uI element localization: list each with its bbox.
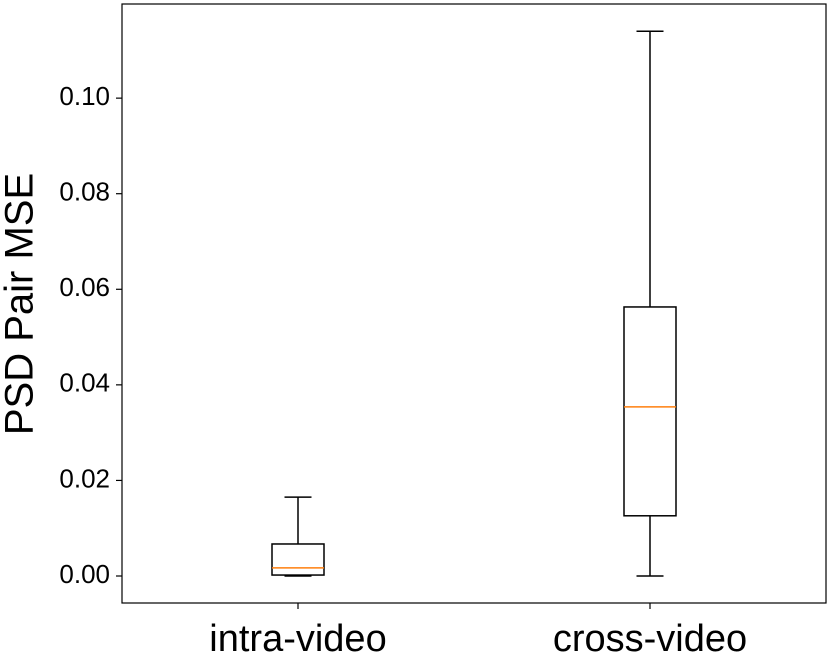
y-tick-label: 0.08 [59,177,110,207]
y-tick-label: 0.04 [59,368,110,398]
box [271,543,325,576]
box [623,306,677,517]
y-axis-label: PSD Pair MSE [0,173,42,435]
x-tick-label: intra-video [209,618,386,660]
x-tick-label: cross-video [553,618,747,660]
y-tick-label: 0.10 [59,81,110,111]
y-tick-label: 0.02 [59,463,110,493]
y-tick-label: 0.00 [59,559,110,589]
plot-frame [121,3,827,604]
y-tick-label: 0.06 [59,272,110,302]
